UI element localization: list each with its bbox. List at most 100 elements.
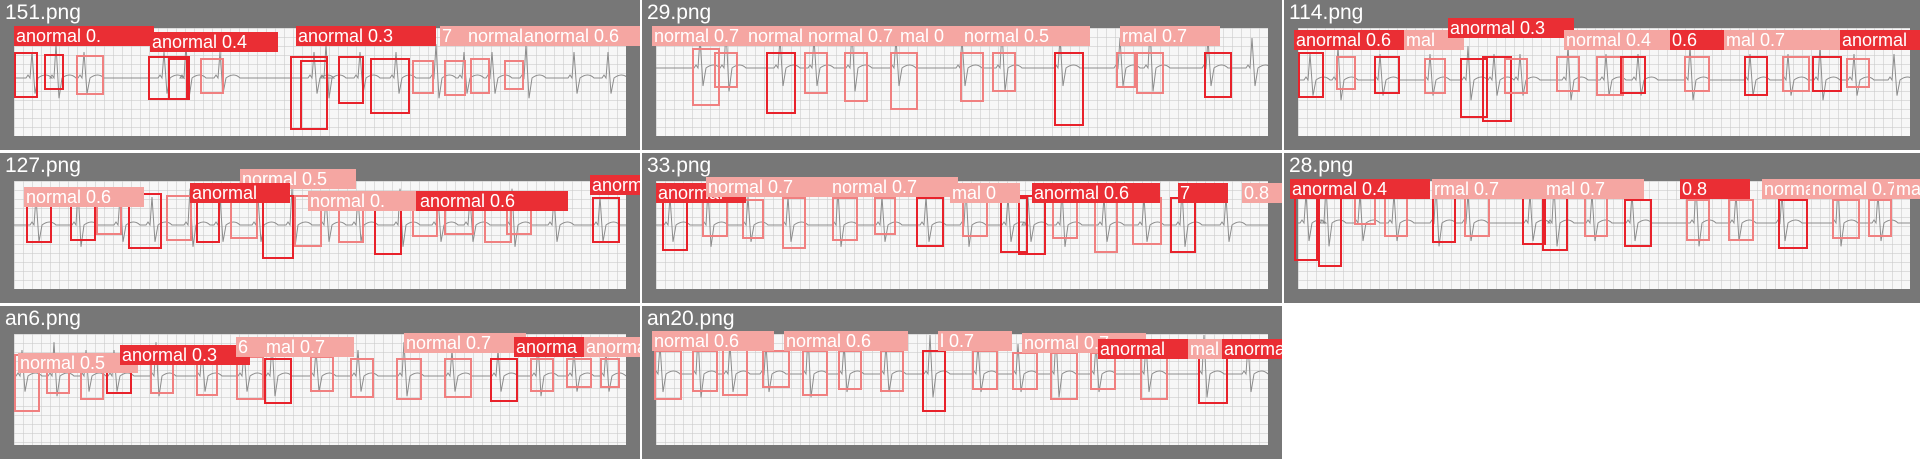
detection-box-normal — [1846, 58, 1870, 88]
detection-box-anormal — [592, 197, 620, 243]
detection-box-normal — [1050, 352, 1078, 400]
detection-box-normal — [350, 358, 374, 398]
detection-box-normal — [1012, 352, 1038, 390]
detection-label-anormal: 0.8 — [1680, 179, 1750, 199]
detection-box-normal — [1132, 197, 1162, 245]
detection-box-anormal — [1812, 56, 1842, 92]
detection-label-normal: normal 0.7 — [830, 177, 958, 197]
detection-box-normal — [714, 52, 738, 88]
image-tile[interactable]: 29.png normal 0.7 normal normal 0.7 mal 0 nor… — [642, 0, 1282, 150]
image-tile[interactable]: 114.png anormal 0.6 mal anormal 0.3 normal 0… — [1284, 0, 1920, 150]
detection-label-normal: mal 0 — [898, 26, 968, 46]
detection-box-anormal — [14, 52, 38, 98]
detection-box-anormal — [262, 195, 294, 259]
tile-filename: 114.png — [1289, 1, 1364, 24]
detection-label-anormal: anorma — [514, 337, 598, 357]
ecg-trace — [656, 334, 1268, 398]
detection-box-anormal — [1198, 354, 1228, 404]
detection-label-normal: l 0.7 — [938, 331, 1012, 351]
detection-label-normal: normal 0.7 — [1810, 179, 1920, 199]
detection-box-anormal — [1318, 193, 1342, 267]
detection-label-normal: normal 0.7 — [706, 177, 834, 197]
tile-filename: 29.png — [647, 1, 712, 24]
tile-filename: 151.png — [5, 1, 81, 24]
ecg-trace — [14, 44, 626, 99]
detection-box-normal — [1052, 197, 1078, 239]
image-tile[interactable]: an6.png normal 0.5 anormal 0.3 6 mal 0.7 norm… — [0, 306, 640, 459]
detection-label-anormal: anorma — [590, 175, 640, 195]
detection-box-normal — [470, 58, 490, 94]
detection-box-normal — [890, 52, 918, 110]
detection-box-normal — [962, 197, 988, 237]
image-tile[interactable]: 151.png anormal 0. anormal 0.4 anormal 0.3 7… — [0, 0, 640, 150]
detection-box-normal — [1424, 58, 1446, 94]
image-tile[interactable]: 28.png anormal 0.4 rmal 0.7 mal 0.7 0.8 norma… — [1284, 153, 1920, 303]
detection-box-normal — [1116, 52, 1136, 88]
detection-label-anormal: anormal — [190, 183, 290, 203]
detection-box-normal — [1596, 56, 1624, 96]
detection-box-anormal — [1620, 56, 1646, 94]
detection-box-normal — [832, 197, 858, 241]
detection-box-normal — [722, 348, 748, 396]
ecg-trace — [656, 188, 1268, 247]
detection-box-anormal — [1170, 197, 1196, 253]
image-tile[interactable]: 33.png anormal normal 0.7 normal 0.7 mal 0 an… — [642, 153, 1282, 303]
detection-box-normal — [874, 197, 896, 235]
detection-box-normal — [1728, 199, 1754, 241]
detection-box-anormal — [1374, 56, 1400, 94]
detection-box-normal — [844, 52, 868, 102]
detection-label-normal: normal 0.7 — [652, 26, 752, 46]
detection-label-anormal: anormal — [1840, 30, 1920, 50]
detection-box-normal — [692, 48, 720, 106]
detection-box-anormal — [1778, 199, 1808, 249]
detection-box-anormal — [922, 350, 946, 412]
detection-label-normal: rmal 0.7 — [1120, 26, 1220, 46]
detection-box-normal — [762, 350, 790, 388]
detection-label-normal: mal 0.7 — [264, 337, 354, 357]
detection-box-anormal — [1294, 193, 1318, 261]
ecg-trace — [1298, 183, 1910, 247]
detection-box-normal — [1140, 352, 1168, 400]
detection-box-anormal — [1054, 52, 1084, 126]
image-tile[interactable]: 127.png normal 0.6 normal 0.5 anormal normal… — [0, 153, 640, 303]
detection-box-anormal — [300, 60, 328, 130]
detection-box-normal — [1584, 197, 1608, 237]
detection-label-anormal: anormal — [1098, 339, 1208, 359]
image-tile[interactable]: an20.png normal 0.6 normal 0.6 l 0.7 normal … — [642, 306, 1282, 459]
ecg-strip — [656, 28, 1268, 136]
detection-label-normal: 0.8 — [1242, 183, 1282, 203]
detection-box-normal — [1684, 56, 1710, 92]
detection-box-normal — [1868, 199, 1892, 237]
detection-box-normal — [1504, 58, 1528, 94]
detection-box-normal — [310, 356, 334, 392]
detection-label-normal: mal — [1894, 179, 1920, 199]
detection-box-normal — [960, 52, 984, 102]
detection-box-normal — [1136, 52, 1164, 94]
ecg-trace — [14, 342, 626, 397]
detection-box-normal — [992, 52, 1016, 92]
detection-box-anormal — [1460, 58, 1488, 118]
detection-label-normal: normal 0.5 — [962, 26, 1090, 46]
ecg-trace — [1298, 46, 1910, 101]
detection-box-anormal — [662, 197, 688, 251]
tile-filename: 127.png — [5, 154, 81, 177]
detection-box-normal — [444, 60, 466, 96]
detection-label-anormal: 7 — [1178, 183, 1228, 203]
detection-label-anormal: anormal 0.6 — [418, 191, 568, 211]
detection-box-anormal — [766, 52, 796, 114]
detection-box-normal — [166, 195, 192, 241]
detection-box-normal — [1094, 199, 1118, 253]
detection-label-normal: normal 0.4 — [1564, 30, 1684, 50]
detection-box-anormal — [1298, 52, 1324, 98]
detection-box-normal — [444, 358, 472, 398]
detection-box-normal — [838, 350, 862, 390]
detection-box-anormal — [1542, 197, 1568, 251]
detection-box-normal — [702, 197, 728, 237]
detection-label-anormal: anormal 0. — [14, 26, 154, 46]
detection-label-normal: normal 0.6 — [784, 331, 908, 351]
detection-label-normal: anormal 0.6 — [522, 26, 640, 46]
detection-label-normal: normal 0.5 — [18, 353, 138, 373]
detection-box-anormal — [1744, 56, 1768, 96]
detection-box-anormal — [1482, 56, 1512, 122]
